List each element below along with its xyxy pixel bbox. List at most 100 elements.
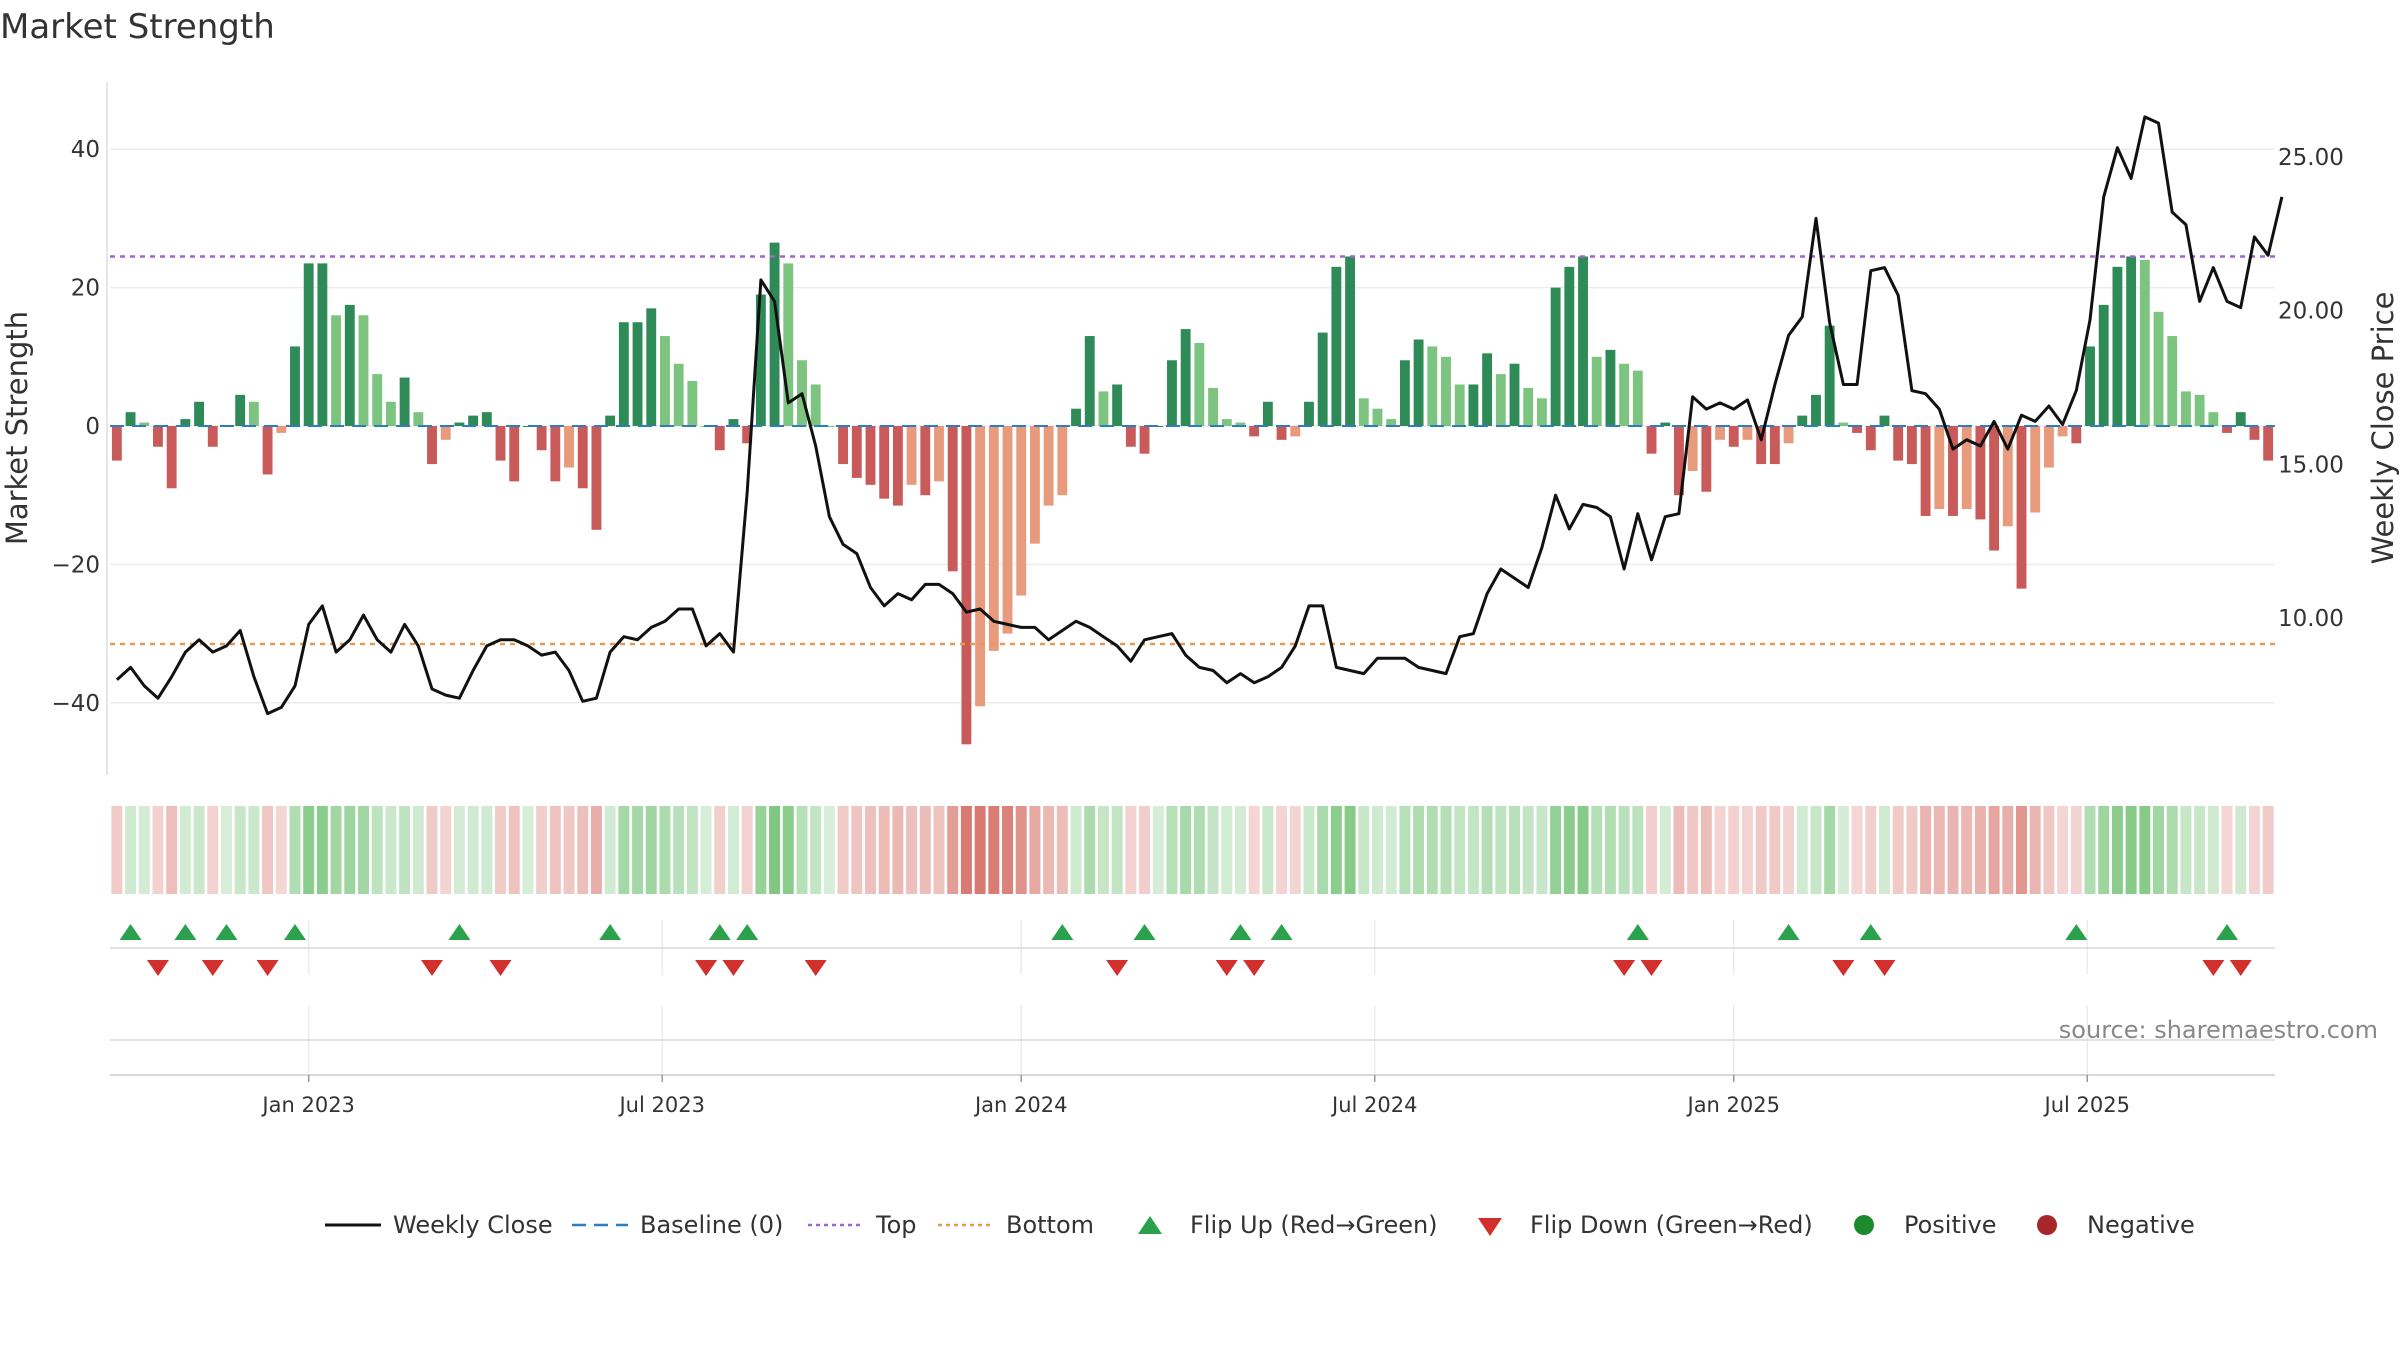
strength-bar xyxy=(550,426,561,482)
heat-cell xyxy=(1878,806,1890,894)
heat-cell xyxy=(508,806,520,894)
legend-item: Negative xyxy=(2037,1211,2195,1239)
strength-bar xyxy=(1550,287,1561,426)
legend-label: Weekly Close xyxy=(393,1211,553,1239)
heat-cell xyxy=(1317,806,1329,894)
heat-cell xyxy=(686,806,698,894)
strength-bar xyxy=(194,401,204,426)
heat-cell xyxy=(1467,806,1479,894)
flip-down-marker xyxy=(1873,960,1896,976)
heat-cell xyxy=(1522,806,1534,894)
strength-bar xyxy=(180,419,191,426)
strength-bar xyxy=(1646,426,1657,454)
heat-cell xyxy=(1385,806,1397,894)
heat-cell xyxy=(1851,806,1863,894)
heat-cell xyxy=(234,806,246,894)
legend-item: Baseline (0) xyxy=(572,1211,783,1239)
heat-cell xyxy=(2221,806,2233,894)
heat-cell xyxy=(2207,806,2219,894)
heat-cell xyxy=(2194,806,2206,894)
heat-cell xyxy=(1358,806,1370,894)
strength-bar xyxy=(1879,415,1890,426)
heat-cell xyxy=(371,806,383,894)
y-tick-label: 0 xyxy=(85,414,100,440)
strength-bar xyxy=(125,412,136,426)
x-axis-ticks: Jan 2023 Jul 2023 Jan 2024 Jul 2024 Jan 2025… xyxy=(260,1075,2130,1117)
strength-bar xyxy=(1797,415,1808,426)
strength-bar xyxy=(838,426,849,465)
flip-up-marker xyxy=(1777,924,1800,940)
strength-bar xyxy=(1769,426,1780,465)
flip-up-marker xyxy=(1270,924,1293,940)
heat-cell xyxy=(837,806,849,894)
heat-cell xyxy=(1180,806,1192,894)
heat-cell xyxy=(810,806,822,894)
heat-cell xyxy=(2111,806,2123,894)
strength-bar xyxy=(618,322,629,426)
strength-bar xyxy=(906,426,917,485)
strength-bar xyxy=(2222,426,2232,433)
strength-heat-strip xyxy=(111,806,2274,894)
strength-bar xyxy=(1564,266,1575,426)
strength-bar xyxy=(769,242,780,426)
strength-bar xyxy=(2057,426,2068,437)
legend-item: Weekly Close xyxy=(325,1211,553,1239)
heat-cell xyxy=(1509,806,1520,894)
strength-bar xyxy=(577,426,588,489)
heat-cell xyxy=(522,806,534,894)
heat-cell xyxy=(1824,806,1836,894)
y2-tick-label: 25.00 xyxy=(2278,145,2344,171)
flip-up-marker xyxy=(1051,924,1074,940)
strength-bar xyxy=(1619,363,1630,426)
strength-bar xyxy=(1536,398,1547,426)
heat-cell xyxy=(1234,806,1246,894)
strength-bar xyxy=(2112,266,2123,426)
heat-cell xyxy=(1097,806,1109,894)
strength-bar xyxy=(440,426,451,440)
heat-cell xyxy=(1166,806,1178,894)
heat-cell xyxy=(2057,806,2069,894)
y-axis-ticks: 40 20 0 −20 −40 xyxy=(51,137,100,717)
strength-bar xyxy=(399,377,410,426)
strength-bar xyxy=(1920,426,1931,516)
strength-bar xyxy=(1838,422,1849,426)
strength-bar xyxy=(1934,426,1945,510)
heat-cell xyxy=(1426,806,1438,894)
strength-bar xyxy=(1468,384,1479,426)
heat-cell xyxy=(1481,806,1493,894)
flip-down-marker xyxy=(2202,960,2225,976)
heat-cell xyxy=(673,806,685,894)
legend-swatch xyxy=(1854,1215,1874,1235)
strength-bar xyxy=(1948,426,1958,516)
strength-bar xyxy=(605,415,616,426)
heat-cell xyxy=(769,806,781,894)
strength-bar xyxy=(2030,426,2041,513)
strength-bar xyxy=(522,426,533,427)
heat-cell xyxy=(303,806,315,894)
heat-cell xyxy=(727,806,739,894)
flip-down-marker xyxy=(146,960,169,976)
flip-up-marker xyxy=(174,924,197,940)
heat-cell xyxy=(1029,806,1041,894)
strength-bar xyxy=(742,426,753,444)
strength-bar xyxy=(1605,349,1616,426)
strength-bar xyxy=(1441,356,1451,426)
strength-bar xyxy=(1345,256,1356,426)
heat-cell xyxy=(111,806,123,894)
heat-cell xyxy=(385,806,397,894)
heat-cell xyxy=(2248,806,2260,894)
strength-bar xyxy=(975,426,986,707)
strength-bar xyxy=(509,426,520,482)
strength-bar xyxy=(139,422,150,426)
strength-bar xyxy=(413,412,424,426)
heat-cell xyxy=(1344,806,1356,894)
heat-cell xyxy=(1920,806,1932,894)
flip-up-marker xyxy=(599,924,622,940)
strength-bar xyxy=(372,374,383,426)
legend-item: Positive xyxy=(1854,1211,1997,1239)
strength-bar xyxy=(1687,426,1698,471)
heat-cell xyxy=(481,806,493,894)
strength-bar xyxy=(783,263,794,426)
flip-down-marker xyxy=(2229,960,2252,976)
